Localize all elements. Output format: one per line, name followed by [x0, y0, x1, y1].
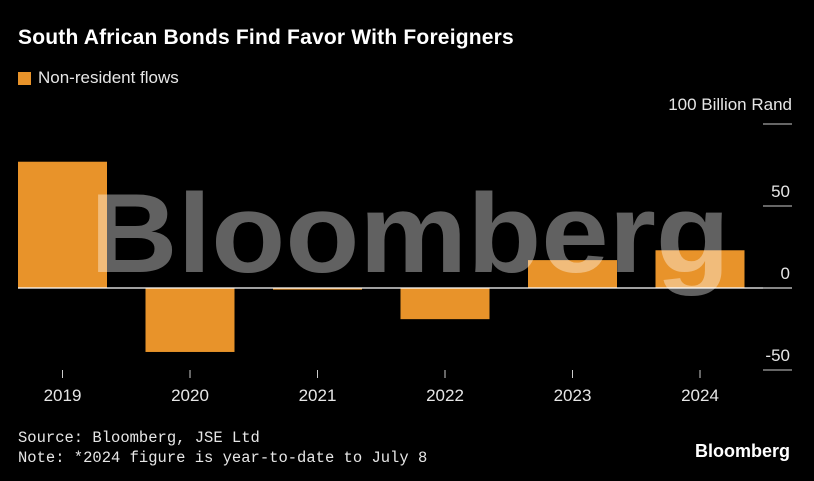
footnote: Note: *2024 figure is year-to-date to Ju…	[18, 449, 428, 467]
bar-2023	[528, 260, 617, 288]
watermark-logo: Bloomberg	[90, 171, 730, 296]
bar-2024	[655, 250, 745, 288]
x-tick-label-2024: 2024	[681, 386, 719, 405]
y-tick-label-0: 0	[781, 264, 790, 283]
x-tick-label-2019: 2019	[44, 386, 82, 405]
x-tick-label-2021: 2021	[299, 386, 337, 405]
bar-2020	[145, 288, 235, 352]
y-axis-unit-label: 100 Billion Rand	[668, 95, 792, 114]
chart-title: South African Bonds Find Favor With Fore…	[18, 26, 514, 49]
source-note: Source: Bloomberg, JSE Ltd	[18, 429, 260, 447]
legend-label: Non-resident flows	[38, 68, 179, 87]
bloomberg-logo: Bloomberg	[694, 441, 790, 461]
footer: Source: Bloomberg, JSE Ltd Note: *2024 f…	[18, 428, 427, 468]
x-tick-label-2020: 2020	[171, 386, 209, 405]
bar-2021	[273, 288, 362, 290]
legend: Non-resident flows	[18, 68, 179, 88]
y-tick-label-50: 50	[771, 182, 790, 201]
y-tick-label--50: -50	[765, 346, 790, 365]
bar-2022	[400, 288, 490, 320]
x-tick-label-2022: 2022	[426, 386, 464, 405]
bar-2019	[18, 161, 107, 288]
x-tick-label-2023: 2023	[554, 386, 592, 405]
legend-swatch	[18, 71, 31, 85]
